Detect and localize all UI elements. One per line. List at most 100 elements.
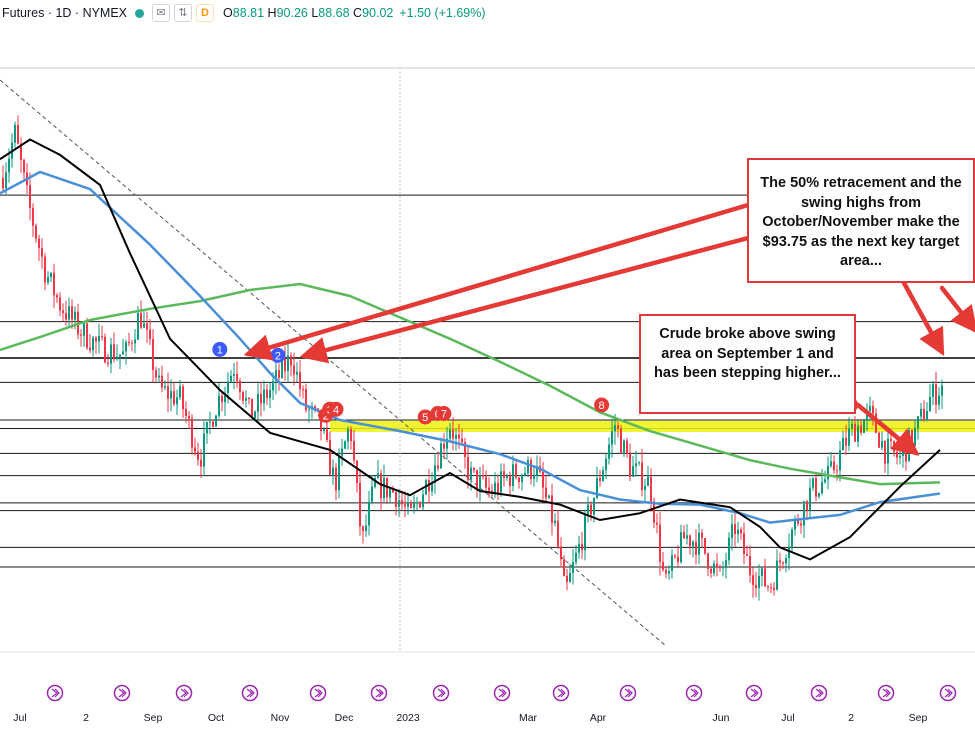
resistance-band [330, 420, 975, 432]
candle-body [899, 455, 901, 458]
x-tick-label: 2 [83, 712, 89, 724]
candle-body [134, 339, 136, 344]
candle-body [107, 362, 109, 364]
candle-body [32, 207, 34, 226]
candle-body [389, 488, 391, 498]
callout-breakout: Crude broke above swing area on Septembe… [639, 314, 856, 414]
candle-body [869, 405, 871, 411]
trendline-dashed [0, 79, 667, 647]
candle-body [299, 371, 301, 389]
candle-body [653, 501, 655, 523]
candle-body [602, 470, 604, 481]
ma-blue-line [0, 170, 941, 524]
event-icon [685, 684, 703, 702]
candle-body [188, 415, 190, 419]
candle-body [740, 529, 742, 534]
candle-body [224, 392, 226, 403]
candle-body [926, 411, 928, 421]
chart-header: Futures · 1D · NYMEX ✉ ⇅ D O88.81 H90.26… [0, 0, 975, 26]
event-icon [552, 684, 570, 702]
swing-marker-label: 8 [599, 400, 605, 412]
event-icon [175, 684, 193, 702]
candle-body [527, 460, 529, 474]
candle-body [332, 467, 334, 475]
candle-body [842, 438, 844, 451]
candle-body [881, 440, 883, 448]
delayed-data-icon[interactable]: D [196, 4, 215, 22]
candle-body [59, 297, 61, 311]
candle-body [359, 482, 361, 527]
candle-body [398, 500, 400, 507]
candle-body [824, 479, 826, 483]
candle-body [809, 487, 811, 511]
candle-body [542, 471, 544, 488]
candle-body [935, 384, 937, 405]
candle-body [626, 440, 628, 454]
event-icon [432, 684, 450, 702]
candle-body [323, 429, 325, 432]
candle-body [671, 555, 673, 572]
candle-body [614, 425, 616, 432]
candle-body [839, 450, 841, 471]
candle-body [446, 438, 448, 449]
candle-body [941, 385, 943, 396]
candle-body [698, 532, 700, 555]
candle-body [581, 543, 583, 551]
candle-body [689, 535, 691, 547]
candle-body [293, 365, 295, 375]
candle-body [860, 425, 862, 433]
candle-body [164, 386, 166, 388]
market-status-icon [135, 8, 145, 18]
candle-body [302, 388, 304, 390]
candle-body [101, 335, 103, 337]
candle-body [674, 555, 676, 557]
annotation-arrow [939, 285, 975, 334]
candle-body [194, 447, 196, 452]
candle-body [533, 475, 535, 479]
candle-body [611, 431, 613, 445]
candle-body [206, 421, 208, 434]
x-axis: Jul 2 Sep Oct Nov Dec 2023 Mar Apr Jun Jul 2 Sep [0, 651, 975, 724]
candle-body [749, 555, 751, 576]
alert-icon[interactable]: ✉ [152, 4, 171, 22]
candle-body [620, 428, 622, 454]
candle-body [407, 502, 409, 507]
symbol-title[interactable]: Futures · 1D · NYMEX [2, 6, 128, 20]
candle-body [365, 525, 367, 532]
candle-body [800, 523, 802, 526]
candle-body [767, 586, 769, 588]
candle-body [104, 336, 106, 363]
candle-body [722, 566, 724, 569]
candle-body [530, 460, 532, 479]
candle-body [371, 486, 373, 502]
swing-marker-label: 4 [333, 404, 339, 416]
candle-body [521, 474, 523, 482]
x-tick-label: Mar [519, 712, 538, 724]
annotation-arrow [299, 235, 751, 364]
candle-body [575, 552, 577, 563]
candle-body [53, 272, 55, 296]
candle-body [86, 323, 88, 348]
candle-body [50, 272, 52, 277]
candle-body [566, 576, 568, 582]
candle-body [734, 524, 736, 535]
candle-body [8, 158, 10, 173]
candle-body [437, 465, 439, 469]
candle-body [212, 421, 214, 427]
annotation-arrow [901, 280, 945, 356]
candle-body [785, 558, 787, 564]
candle-body [752, 575, 754, 585]
candle-body [761, 568, 763, 577]
candle-body [692, 541, 694, 547]
candle-body [713, 563, 715, 574]
candle-body [518, 477, 520, 482]
candle-body [494, 482, 496, 495]
compare-icon[interactable]: ⇅ [174, 4, 193, 22]
candle-body [920, 408, 922, 417]
candle-body [776, 560, 778, 590]
x-tick-label: Jun [713, 712, 730, 724]
candle-body [422, 494, 424, 508]
low-value: 88.68 [318, 6, 350, 20]
candle-body [155, 370, 157, 378]
